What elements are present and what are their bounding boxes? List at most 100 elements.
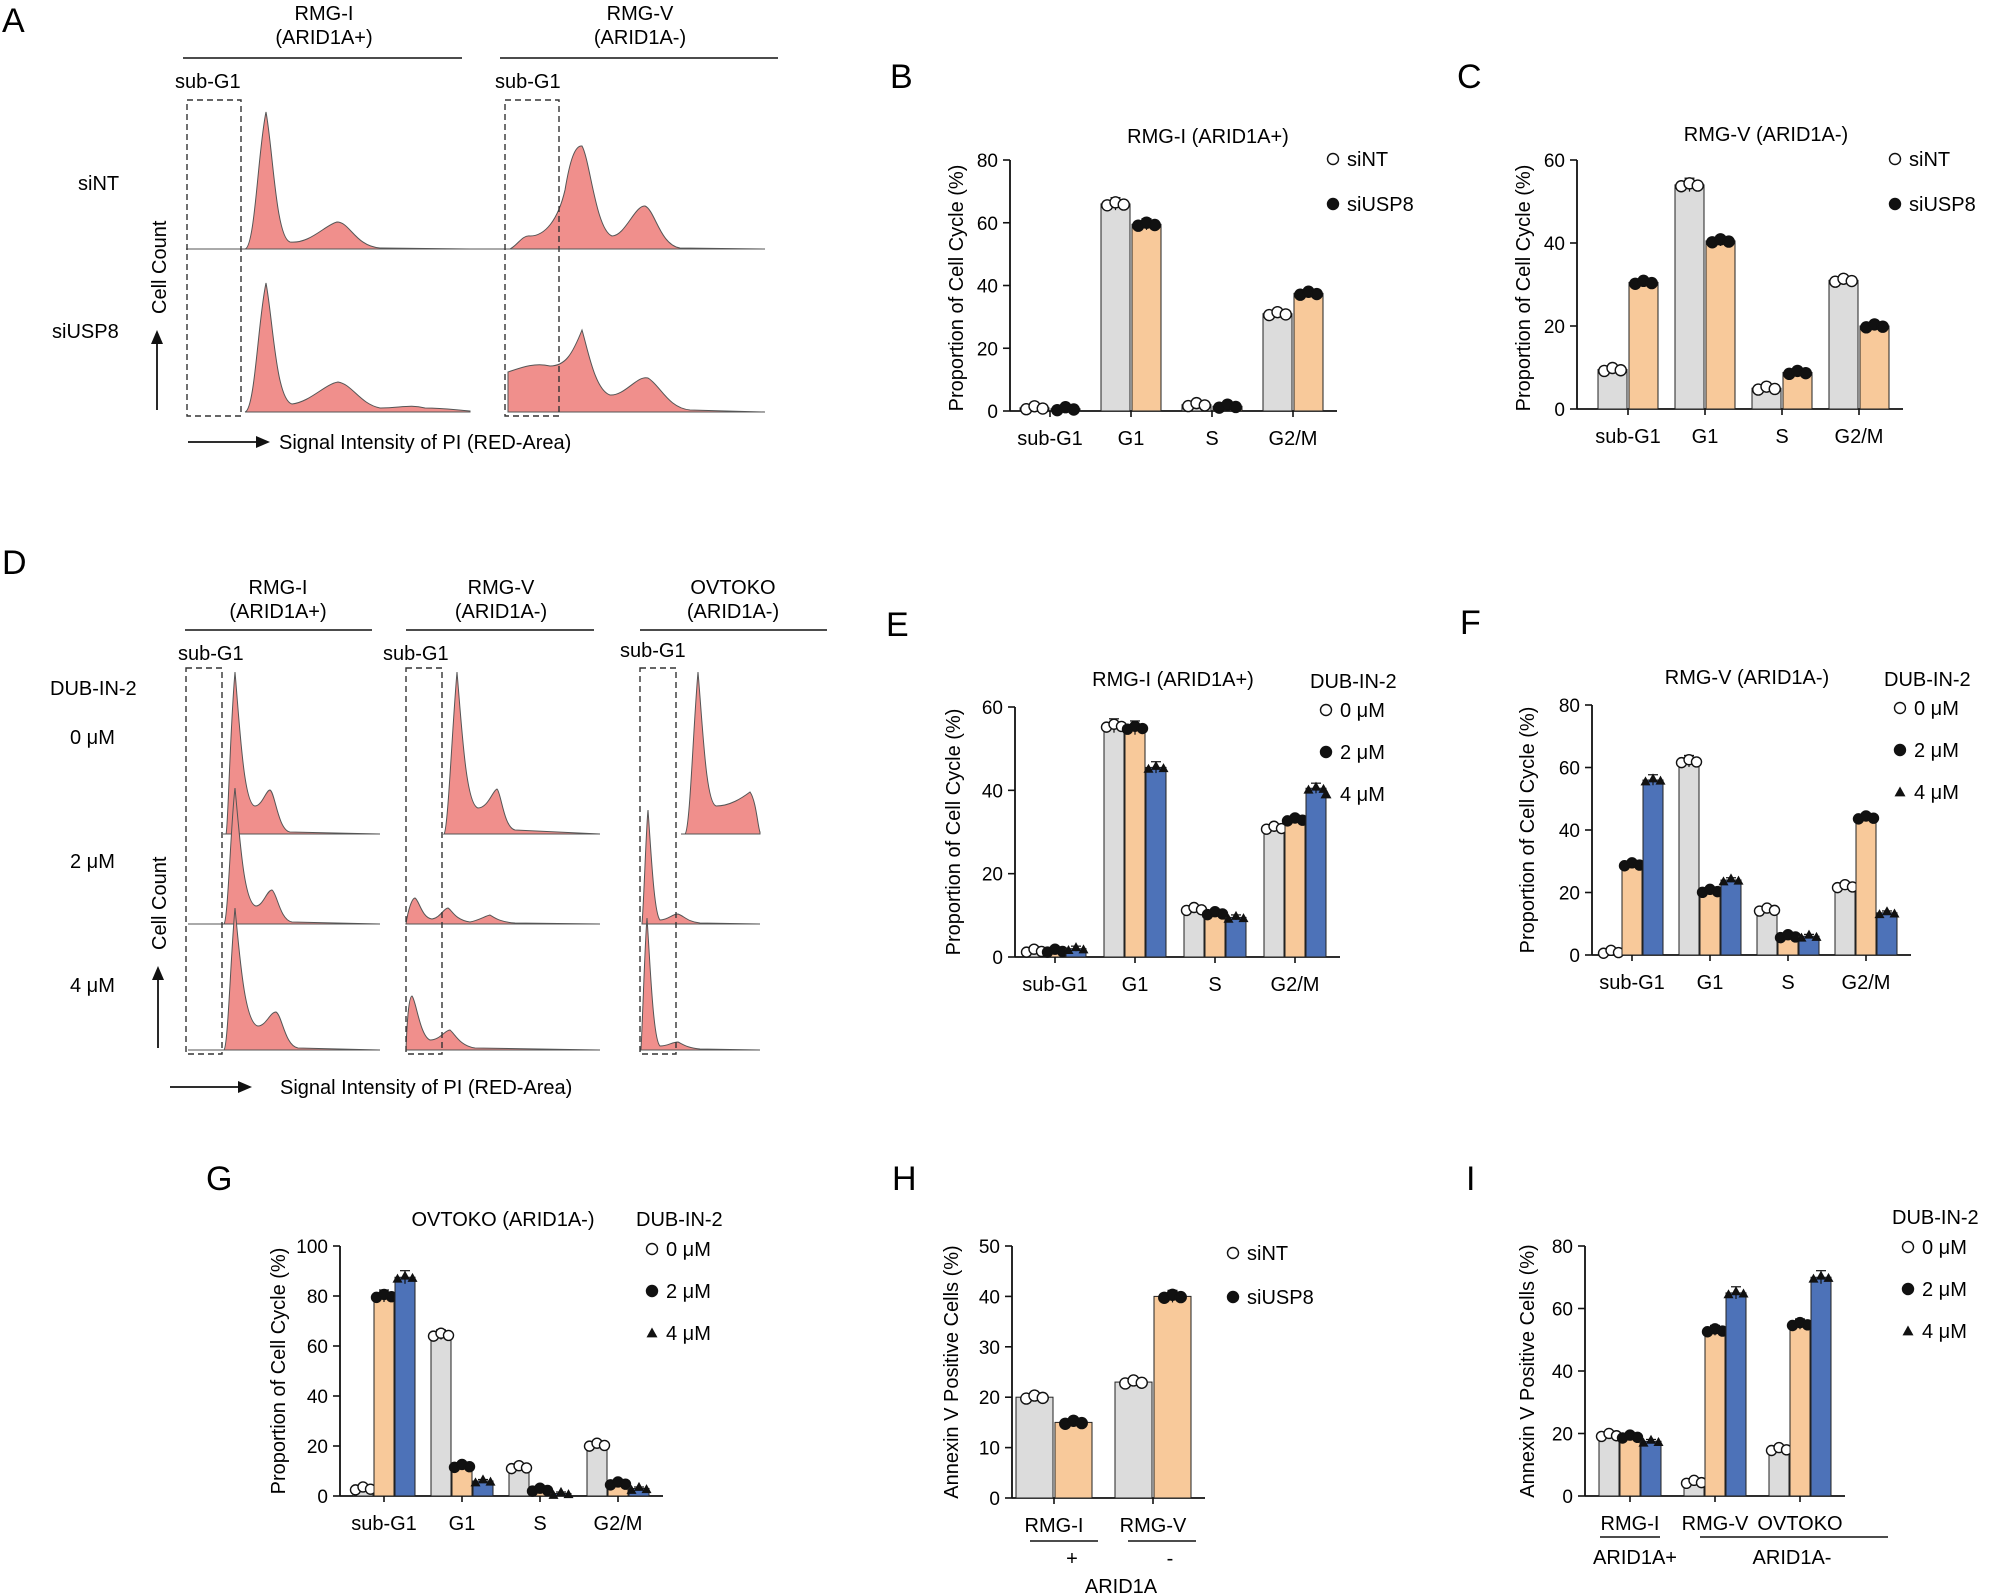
chart-g-data-point	[392, 1273, 403, 1283]
panel-letter-h: H	[892, 1160, 917, 1198]
chart-f-y-tick-label: 60	[1559, 759, 1580, 780]
panel-a-gate-box-1	[186, 99, 242, 417]
chart-f-legend-marker	[1893, 743, 1907, 757]
chart-e-data-point	[1238, 913, 1249, 923]
chart-g-y-tick-label: 80	[307, 1287, 328, 1308]
chart-f-data-point	[1811, 931, 1822, 941]
chart-e-y-tick-label: 60	[982, 698, 1003, 719]
chart-e-bar	[1284, 819, 1306, 958]
chart-b-data-point	[1198, 399, 1211, 412]
chart-g-bar	[373, 1295, 395, 1497]
chart-h-y-tick-label: 0	[989, 1489, 1000, 1510]
chart-f-data-point	[1726, 873, 1736, 883]
panel-a-line2-name: RMG-V	[607, 3, 674, 25]
chart-e-category-label: S	[1208, 974, 1221, 996]
panel-d-gate-box-2	[405, 667, 443, 1055]
panel-d-row-label-4: 4 μM	[70, 975, 115, 997]
chart-e-legend-marker	[1319, 703, 1333, 717]
chart-b-y-axis-label: Proportion of Cell Cycle (%)	[946, 165, 968, 412]
chart-g-category-label: G2/M	[594, 1513, 643, 1535]
chart-i-y-tick-label: 60	[1552, 1300, 1573, 1321]
chart-f-bar	[1642, 779, 1664, 956]
panel-d-gate-label-2: sub-G1	[383, 643, 449, 665]
panel-d-row-label-2: 2 μM	[70, 851, 115, 873]
panel-a-hist-rmgi-siusp8	[244, 282, 471, 413]
chart-h-category-label: RMG-I	[1025, 1515, 1084, 1537]
chart-f-y-tick-label: 20	[1559, 884, 1580, 905]
panel-a-gate-label-1: sub-G1	[175, 71, 241, 93]
panel-d-gate-label-1: sub-G1	[178, 643, 244, 665]
panel-a-row-label-siusp8: siUSP8	[52, 321, 119, 343]
chart-b-category-label: G2/M	[1269, 428, 1318, 450]
chart-e-data-point	[1063, 945, 1074, 955]
chart-e-y-tick-label: 20	[982, 865, 1003, 886]
panel-d-line3-status: (ARID1A-)	[687, 601, 779, 623]
chart-i-data-point	[1653, 1436, 1664, 1446]
panel-d-line2-name: RMG-V	[468, 577, 535, 599]
panel-d-hist-ovtoko-2	[641, 809, 761, 925]
chart-e-legend-marker	[1320, 788, 1332, 799]
chart-f-data-point	[1867, 812, 1880, 824]
chart-f-data-point	[1804, 929, 1814, 939]
chart-i-legend-label: 2 μM	[1922, 1279, 1967, 1301]
chart-i-data-point	[1646, 1434, 1656, 1444]
chart-b-legend-marker	[1326, 197, 1340, 211]
chart-g-data-point	[563, 1489, 574, 1499]
chart-h-legend-label: siUSP8	[1247, 1287, 1314, 1309]
chart-g-y-tick-label: 60	[307, 1337, 328, 1358]
chart-g-legend-marker	[645, 1242, 659, 1256]
chart-e-bar	[1263, 827, 1285, 958]
chart-g-data-point	[548, 1489, 559, 1499]
chart-e-legend-marker	[1319, 745, 1333, 759]
chart-f-y-tick-label: 0	[1569, 946, 1580, 967]
panel-a-line1-status: (ARID1A+)	[275, 27, 372, 49]
chart-i-data-point	[1731, 1286, 1741, 1296]
chart-i-y-tick-label: 0	[1562, 1487, 1573, 1508]
chart-e-bar	[1225, 916, 1247, 958]
chart-f-category-label: sub-G1	[1599, 972, 1665, 994]
chart-g-data-point	[485, 1476, 496, 1486]
panel-a-gate-label-2: sub-G1	[495, 71, 561, 93]
chart-h-data-point	[1036, 1391, 1049, 1405]
chart-g-data-point	[556, 1486, 566, 1496]
chart-c-legend-label: siNT	[1909, 149, 1950, 171]
chart-c-bar	[1628, 281, 1659, 410]
chart-e-data-point	[1143, 763, 1154, 773]
panel-a-hist-rmgv-sint	[500, 145, 766, 250]
chart-g-bar	[430, 1334, 452, 1497]
chart-i-bar	[1704, 1329, 1726, 1497]
chart-c-y-tick-label: 40	[1544, 234, 1565, 255]
chart-e-data-point	[1136, 722, 1149, 735]
chart-e-y-axis-label: Proportion of Cell Cycle (%)	[943, 709, 965, 956]
panel-a-line1-name: RMG-I	[295, 3, 354, 25]
chart-c-data-point	[1691, 179, 1704, 192]
chart-b-bar	[1262, 313, 1293, 412]
chart-g-legend-label: 4 μM	[666, 1323, 711, 1345]
chart-c-category-label: sub-G1	[1595, 426, 1661, 448]
chart-b-category-label: G1	[1118, 428, 1145, 450]
chart-f-y-tick-label: 80	[1559, 696, 1580, 717]
chart-g-data-point	[470, 1477, 481, 1487]
chart-g-y-tick-label: 20	[307, 1437, 328, 1458]
chart-e-data-point	[1231, 910, 1241, 920]
chart-g-data-point	[626, 1484, 637, 1494]
chart-f-legend-label: 4 μM	[1914, 782, 1959, 804]
chart-f-data-point	[1655, 775, 1666, 785]
chart-f-legend-title: DUB-IN-2	[1884, 669, 1971, 691]
panel-d-hist-rmgi-0	[223, 671, 381, 835]
chart-i-data-point	[1723, 1289, 1734, 1299]
chart-e-y-tick-label: 0	[992, 948, 1003, 969]
chart-i-bar	[1725, 1292, 1747, 1497]
chart-e-legend-title: DUB-IN-2	[1310, 671, 1397, 693]
panel-letter-a: A	[2, 2, 25, 40]
chart-f-bar	[1678, 760, 1700, 956]
chart-g-data-point	[463, 1460, 476, 1473]
chart-i-category-label: RMG-I	[1601, 1513, 1660, 1535]
chart-f-bar	[1834, 885, 1856, 956]
chart-b-bar	[1293, 292, 1324, 412]
chart-h-category-label: RMG-V	[1120, 1515, 1187, 1537]
chart-h: 0 10 20 30 40 50 RMG-I RMG-V Annexin V Positive …	[941, 1237, 1314, 1593]
chart-c: 0 20 40 60 sub-G1 G1 S G2/M Proportion of Cell C…	[1513, 124, 1976, 448]
chart-g-legend-title: DUB-IN-2	[636, 1209, 723, 1231]
chart-f-y-axis-label: Proportion of Cell Cycle (%)	[1517, 707, 1539, 954]
